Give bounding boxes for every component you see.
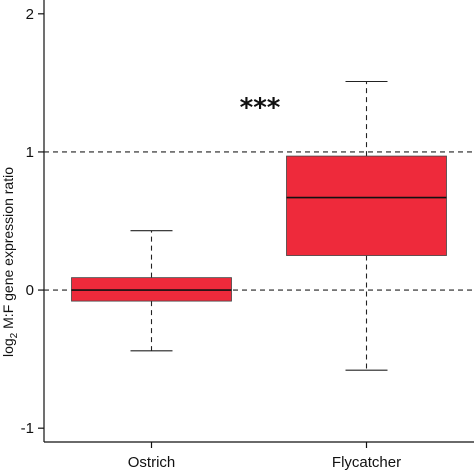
box-flycatcher bbox=[286, 80, 447, 371]
box-ostrich bbox=[71, 230, 232, 352]
y-tick-label: 2 bbox=[26, 6, 34, 23]
x-tick-label: Ostrich bbox=[128, 454, 176, 471]
y-tick-label: 1 bbox=[26, 144, 34, 161]
y-axis-title-part: log bbox=[0, 338, 16, 357]
box-iqr bbox=[286, 155, 447, 256]
y-axis-title-subscript: 2 bbox=[9, 332, 20, 338]
y-tick-label: -1 bbox=[21, 420, 34, 437]
y-tick-label: 0 bbox=[26, 282, 34, 299]
x-axis-ticks: Ostrich Flycatcher bbox=[128, 442, 401, 471]
y-axis-ticks: -1 0 1 2 bbox=[21, 6, 44, 437]
significance-annotation: *** bbox=[240, 93, 281, 123]
x-tick-label: Flycatcher bbox=[332, 454, 401, 471]
plot-frame bbox=[43, 0, 474, 443]
box-plots bbox=[71, 80, 447, 371]
y-axis-title: log2 M:F gene expression ratio bbox=[0, 167, 20, 357]
y-axis-title-part: M:F gene expression ratio bbox=[0, 167, 16, 333]
